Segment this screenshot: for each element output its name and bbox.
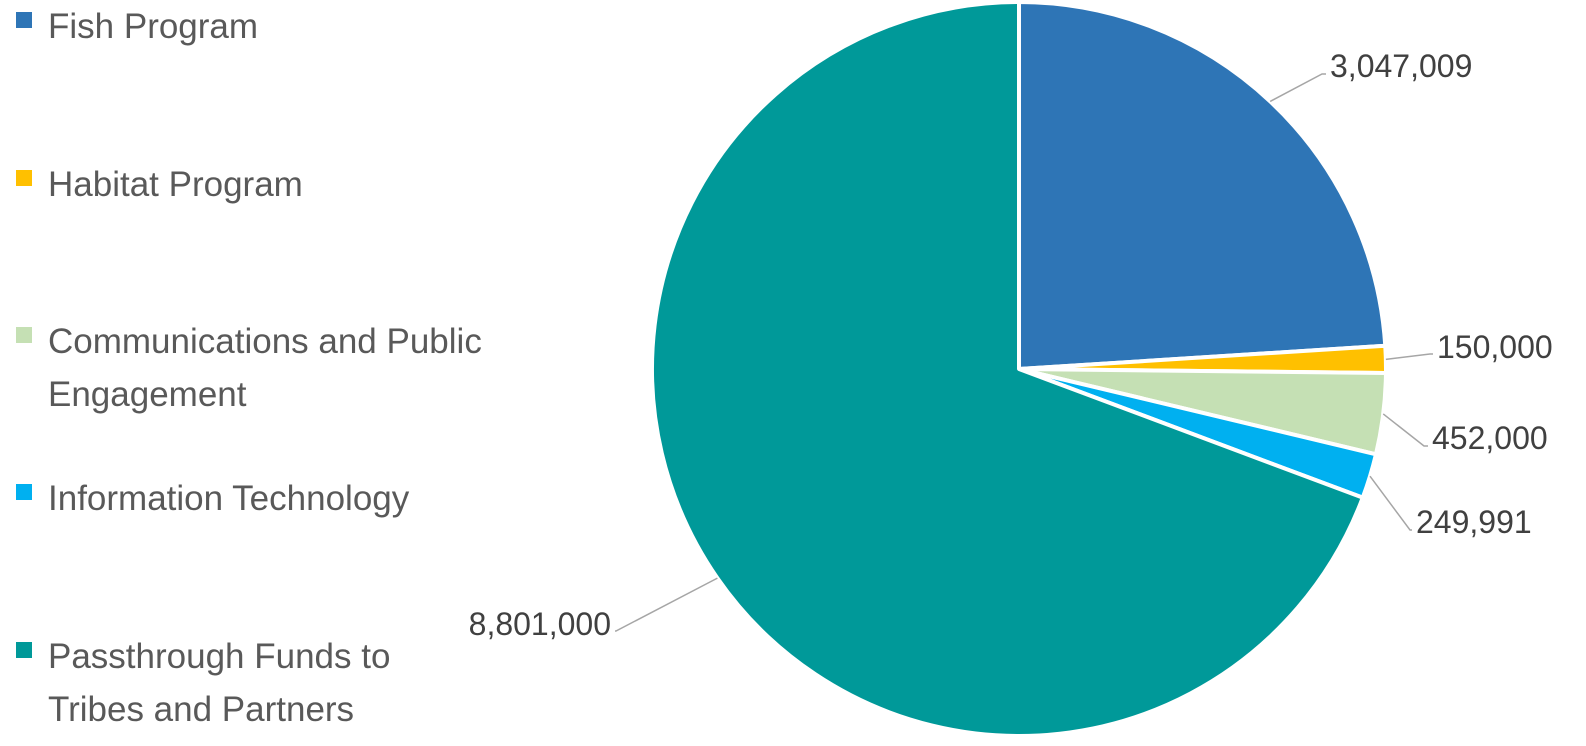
legend-label: Passthrough Funds to Tribes and Partners	[48, 637, 391, 729]
legend-swatch	[16, 170, 32, 186]
legend-item-fish-program: Fish Program	[16, 0, 488, 53]
leader-line	[615, 577, 718, 632]
leader-line	[1382, 413, 1428, 447]
legend-item-information-technology: Information Technology	[16, 472, 488, 525]
leader-line	[1269, 73, 1326, 103]
data-label: 8,801,000	[469, 606, 611, 642]
legend-swatch	[16, 12, 32, 28]
data-label: 452,000	[1432, 420, 1548, 456]
legend-item-communications: Communications and Public Engagement	[16, 315, 488, 421]
pie-slice	[650, 0, 1365, 738]
legend-item-passthrough-funds: Passthrough Funds to Tribes and Partners	[16, 630, 488, 736]
legend-label: Habitat Program	[48, 165, 303, 204]
leader-line	[1385, 353, 1433, 361]
legend-swatch	[16, 642, 32, 658]
leader-line	[1369, 475, 1412, 531]
legend-label: Communications and Public Engagement	[48, 322, 482, 414]
legend-label: Fish Program	[48, 7, 259, 46]
data-label: 150,000	[1437, 329, 1553, 365]
pie-slice	[1017, 0, 1388, 371]
legend-label: Information Technology	[48, 479, 410, 518]
chart-legend: Fish Program Habitat Program Communicati…	[0, 0, 520, 746]
data-labels: 3,047,009 150,000 452,000 249,991 8,801,000	[469, 48, 1553, 642]
data-label: 3,047,009	[1330, 48, 1472, 84]
legend-swatch	[16, 484, 32, 500]
leader-lines	[615, 73, 1433, 632]
legend-swatch	[16, 327, 32, 343]
pie-slices	[650, 0, 1388, 738]
legend-item-habitat-program: Habitat Program	[16, 158, 488, 211]
data-label: 249,991	[1416, 504, 1532, 540]
